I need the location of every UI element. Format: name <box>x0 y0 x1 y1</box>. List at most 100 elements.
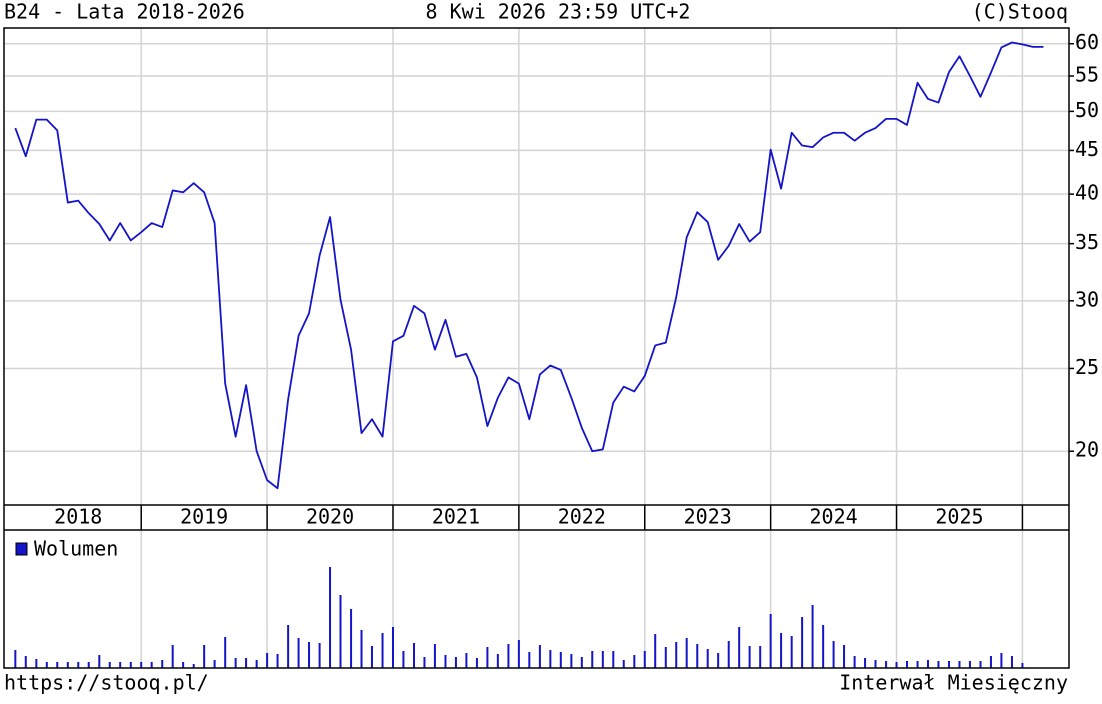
x-tick-label: 2024 <box>810 505 858 529</box>
volume-bar <box>108 662 111 668</box>
y-tick-label: 55 <box>1075 63 1099 87</box>
volume-bar <box>538 645 541 668</box>
volume-bar <box>643 651 646 668</box>
volume-bar <box>591 651 594 668</box>
volume-bar <box>654 634 657 668</box>
volume-bar <box>885 661 888 668</box>
x-tick-label: 2025 <box>935 505 983 529</box>
x-tick-label: 2023 <box>684 505 732 529</box>
volume-bar <box>769 614 772 668</box>
volume-bar <box>45 662 48 668</box>
volume-bar <box>339 595 342 668</box>
x-tick-label: 2021 <box>432 505 480 529</box>
volume-bar <box>790 636 793 668</box>
volume-bar <box>140 662 143 668</box>
volume-bar <box>350 609 353 668</box>
volume-bar <box>475 658 478 668</box>
volume-bar <box>801 617 804 668</box>
volume-bar <box>738 627 741 668</box>
volume-bar <box>549 650 552 668</box>
volume-bar <box>391 627 394 668</box>
volume-bar <box>727 641 730 668</box>
volume-bar <box>276 654 279 668</box>
frame <box>3 27 1070 669</box>
volume-bar <box>664 647 667 668</box>
volume-bar <box>948 661 951 668</box>
volume-bar <box>234 658 237 668</box>
volume-bar <box>905 661 908 668</box>
volume-bar <box>759 646 762 668</box>
source: (C)Stooq <box>972 0 1068 24</box>
volume-bar <box>245 658 248 668</box>
volume-bar <box>213 660 216 668</box>
volume-bar <box>329 567 332 668</box>
volume-bar <box>989 656 992 668</box>
volume-bar <box>570 654 573 668</box>
volume-bar <box>968 661 971 668</box>
volume-bar <box>937 661 940 668</box>
volume-bar <box>171 645 174 668</box>
volume-bar <box>77 662 80 668</box>
volume-bar <box>528 652 531 668</box>
date: 8 Kwi 2026 23:59 UTC+2 <box>426 0 691 24</box>
volume-bar <box>297 638 300 668</box>
legend-swatch <box>15 542 28 556</box>
y-tick-label: 50 <box>1075 98 1099 122</box>
volume-bar <box>465 653 468 668</box>
y-tick-label: 30 <box>1075 287 1099 311</box>
x-tick-label: 2018 <box>54 505 102 529</box>
volume-bar <box>203 645 206 668</box>
footer-left: https://stooq.pl/ <box>4 671 209 695</box>
volume-bar <box>35 659 38 668</box>
x-tick-label: 2022 <box>558 505 606 529</box>
footer-right: Interwał Miesięczny <box>839 671 1068 695</box>
volume-bar <box>1010 656 1013 668</box>
volume-bar <box>318 643 321 668</box>
volume-bar <box>14 650 17 668</box>
x-tick-label: 2019 <box>180 505 228 529</box>
volume-bar <box>192 664 195 668</box>
volume-bar <box>150 662 153 668</box>
volume-bar <box>853 656 856 668</box>
y-tick-label: 40 <box>1075 181 1099 205</box>
volume-bar <box>66 662 69 668</box>
volume-bar <box>433 644 436 668</box>
volume-bar <box>864 658 867 668</box>
y-tick-label: 25 <box>1075 355 1099 379</box>
volume-bar <box>517 640 520 668</box>
y-tick-label: 45 <box>1075 137 1099 161</box>
volume-bar <box>454 657 457 668</box>
volume-bar <box>360 630 363 668</box>
price-line <box>14 41 1044 490</box>
volume-bar <box>98 655 101 668</box>
volume-bar <box>927 660 930 668</box>
volume-bar <box>56 662 59 668</box>
volume-bar <box>413 643 416 668</box>
volume-bar <box>601 651 604 668</box>
volume-bar <box>706 649 709 668</box>
volume-bar <box>559 652 562 668</box>
volume-bar <box>87 662 90 668</box>
volume-bar <box>696 644 699 668</box>
volume-bar <box>129 662 132 668</box>
volume-bar <box>119 662 122 668</box>
volume-bar <box>843 645 846 668</box>
volume-bar <box>811 605 814 668</box>
volume-bar <box>979 661 982 668</box>
volume-bar <box>24 656 27 668</box>
x-tick-label: 2020 <box>306 505 354 529</box>
y-tick-label: 20 <box>1075 438 1099 462</box>
volume-bar <box>507 644 510 668</box>
volume-bar <box>822 625 825 668</box>
volume-bar <box>161 660 164 668</box>
volume-bar <box>633 655 636 668</box>
volume-bar <box>496 654 499 668</box>
volume-bar <box>423 657 426 668</box>
volume-bar <box>958 661 961 668</box>
volume-bar <box>832 641 835 668</box>
volume-bar <box>916 661 919 668</box>
volume-bar <box>402 651 405 668</box>
